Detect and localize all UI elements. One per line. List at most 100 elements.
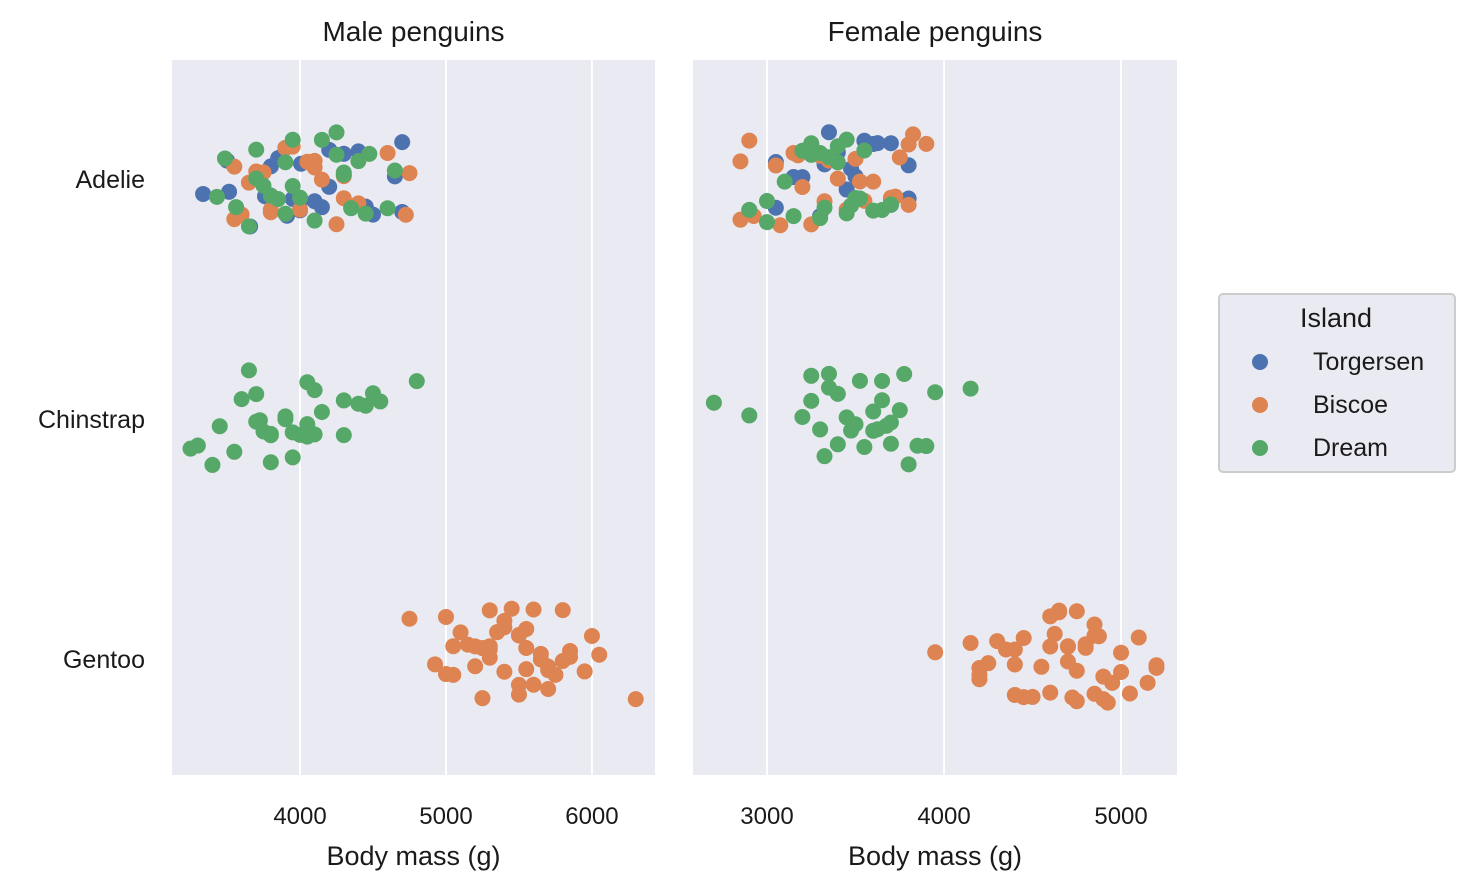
- point-dream-adelie: [277, 205, 294, 222]
- point-torgersen-adelie: [869, 135, 886, 152]
- female-panel-title: Female penguins: [828, 16, 1043, 47]
- point-biscoe-gentoo: [518, 620, 535, 637]
- x-tick-label: 4000: [917, 803, 970, 830]
- x-tick-label: 6000: [565, 803, 618, 830]
- point-dream-adelie: [741, 201, 758, 218]
- point-dream-chinstrap: [357, 397, 374, 414]
- point-dream-chinstrap: [851, 372, 868, 389]
- point-biscoe-gentoo: [1148, 659, 1165, 676]
- female-plot-area: [693, 60, 1177, 775]
- point-dream-chinstrap: [248, 386, 265, 403]
- point-dream-chinstrap: [248, 413, 265, 430]
- point-dream-chinstrap: [874, 392, 891, 409]
- point-biscoe-gentoo: [510, 676, 527, 693]
- point-biscoe-adelie: [397, 206, 414, 223]
- point-biscoe-adelie: [829, 170, 846, 187]
- legend-label-dream: Dream: [1313, 434, 1388, 462]
- point-biscoe-gentoo: [1113, 663, 1130, 680]
- point-biscoe-adelie: [891, 149, 908, 166]
- point-dream-adelie: [785, 208, 802, 225]
- point-biscoe-gentoo: [452, 624, 469, 641]
- point-biscoe-gentoo: [1006, 656, 1023, 673]
- point-biscoe-gentoo: [525, 601, 542, 618]
- point-biscoe-gentoo: [1139, 674, 1156, 691]
- point-dream-adelie: [328, 124, 345, 141]
- point-dream-chinstrap: [189, 437, 206, 454]
- point-biscoe-adelie: [905, 126, 922, 143]
- point-biscoe-gentoo: [540, 662, 557, 679]
- point-biscoe-gentoo: [1042, 684, 1059, 701]
- x-tick-label: 3000: [740, 803, 793, 830]
- x-tick-label: 5000: [1094, 803, 1147, 830]
- point-dream-chinstrap: [865, 403, 882, 420]
- point-biscoe-gentoo: [481, 602, 498, 619]
- point-biscoe-gentoo: [1099, 694, 1116, 711]
- point-biscoe-gentoo: [971, 671, 988, 688]
- point-biscoe-gentoo: [503, 600, 520, 617]
- point-dream-chinstrap: [918, 438, 935, 455]
- point-biscoe-gentoo: [467, 658, 484, 675]
- point-biscoe-gentoo: [496, 663, 513, 680]
- point-dream-chinstrap: [705, 394, 722, 411]
- point-biscoe-adelie: [900, 196, 917, 213]
- point-dream-chinstrap: [882, 435, 899, 452]
- point-biscoe-gentoo: [1051, 602, 1068, 619]
- point-biscoe-gentoo: [1059, 638, 1076, 655]
- point-dream-chinstrap: [306, 382, 323, 399]
- point-torgersen-adelie: [306, 193, 323, 210]
- point-dream-adelie: [816, 199, 833, 216]
- legend-box: [1218, 293, 1456, 473]
- point-biscoe-adelie: [741, 132, 758, 149]
- point-biscoe-gentoo: [1024, 688, 1041, 705]
- y-tick-labels: Adelie Chinstrap Gentoo: [38, 166, 145, 674]
- point-dream-chinstrap: [741, 407, 758, 424]
- point-biscoe-gentoo: [627, 691, 644, 708]
- point-biscoe-gentoo: [980, 655, 997, 672]
- point-biscoe-gentoo: [583, 627, 600, 644]
- point-biscoe-gentoo: [1006, 686, 1023, 703]
- point-torgersen-adelie: [882, 135, 899, 152]
- point-dream-chinstrap: [882, 414, 899, 431]
- point-biscoe-gentoo: [1033, 658, 1050, 675]
- legend-marker-torgersen: [1252, 354, 1268, 370]
- point-dream-adelie: [228, 199, 245, 216]
- point-biscoe-gentoo: [1046, 625, 1063, 642]
- point-dream-chinstrap: [240, 362, 257, 379]
- point-dream-chinstrap: [829, 436, 846, 453]
- point-dream-adelie: [386, 162, 403, 179]
- point-dream-chinstrap: [262, 425, 279, 442]
- point-dream-adelie: [882, 196, 899, 213]
- point-dream-chinstrap: [812, 421, 829, 438]
- point-dream-adelie: [284, 178, 301, 195]
- point-biscoe-adelie: [313, 171, 330, 188]
- male-x-axis-label: Body mass (g): [326, 841, 500, 871]
- legend-label-torgersen: Torgersen: [1313, 348, 1424, 376]
- point-biscoe-gentoo: [1104, 674, 1121, 691]
- point-dream-adelie: [838, 131, 855, 148]
- point-biscoe-gentoo: [1006, 641, 1023, 658]
- point-dream-adelie: [277, 154, 294, 171]
- point-dream-adelie: [306, 212, 323, 229]
- point-dream-chinstrap: [891, 402, 908, 419]
- point-dream-chinstrap: [816, 448, 833, 465]
- point-biscoe-adelie: [851, 173, 868, 190]
- point-dream-chinstrap: [313, 404, 330, 421]
- point-dream-adelie: [335, 164, 352, 181]
- legend-marker-biscoe: [1252, 397, 1268, 413]
- point-biscoe-gentoo: [1086, 627, 1103, 644]
- point-dream-chinstrap: [284, 449, 301, 466]
- point-dream-chinstrap: [847, 416, 864, 433]
- point-biscoe-gentoo: [474, 690, 491, 707]
- x-tick-label: 5000: [419, 803, 472, 830]
- point-biscoe-gentoo: [401, 610, 418, 627]
- point-dream-chinstrap: [335, 427, 352, 444]
- point-dream-chinstrap: [962, 380, 979, 397]
- point-biscoe-adelie: [306, 152, 323, 169]
- point-biscoe-gentoo: [445, 638, 462, 655]
- point-biscoe-adelie: [772, 217, 789, 234]
- point-dream-adelie: [248, 141, 265, 158]
- point-biscoe-gentoo: [437, 608, 454, 625]
- point-biscoe-gentoo: [481, 649, 498, 666]
- legend-marker-dream: [1252, 440, 1268, 456]
